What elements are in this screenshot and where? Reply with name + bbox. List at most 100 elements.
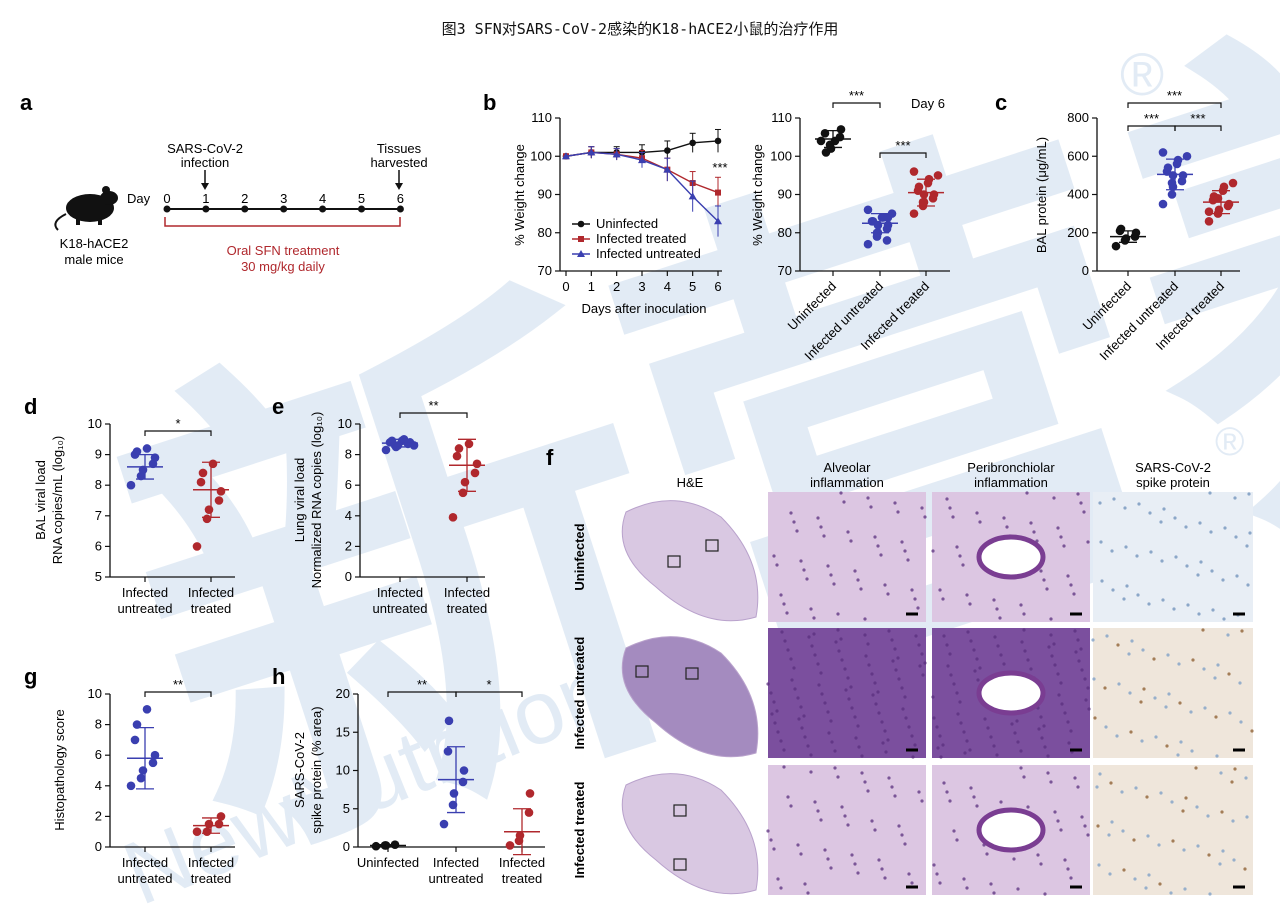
cell-nucleus — [782, 765, 786, 769]
cell-nucleus — [873, 681, 877, 685]
cell-nucleus — [1172, 607, 1176, 611]
cell-nucleus — [1137, 502, 1141, 506]
x-tick-label: 5 — [689, 279, 696, 294]
cell-nucleus — [893, 647, 897, 651]
cell-nucleus — [816, 809, 820, 813]
cell-nucleus — [775, 709, 779, 713]
significance-label: *** — [849, 88, 864, 103]
cell-nucleus — [1233, 496, 1237, 500]
cell-nucleus — [775, 563, 779, 567]
cell-nucleus — [1238, 681, 1242, 685]
data-point — [208, 459, 218, 469]
significance-bracket — [879, 152, 927, 158]
y-tick-label: 600 — [1067, 148, 1089, 163]
y-axis-title: % Weight change — [512, 144, 527, 246]
cell-nucleus — [978, 520, 982, 524]
cell-nucleus — [963, 751, 967, 755]
cell-nucleus — [779, 886, 783, 890]
cell-nucleus — [931, 549, 935, 553]
cell-nucleus — [1083, 824, 1087, 828]
y-tick-label: 70 — [778, 263, 792, 278]
data-point — [1173, 155, 1183, 165]
cell-nucleus — [1122, 597, 1126, 601]
significance-bracket — [1174, 125, 1222, 131]
panel-d-label: d — [24, 394, 37, 419]
data-point — [132, 447, 142, 456]
cell-nucleus — [1189, 710, 1193, 714]
significance-bracket — [399, 412, 468, 418]
data-point — [142, 444, 152, 453]
roi-box — [635, 665, 649, 678]
significance-label: * — [175, 416, 180, 431]
cell-nucleus — [1076, 785, 1080, 789]
data-point — [459, 766, 469, 775]
cell-nucleus — [1221, 849, 1225, 853]
cell-nucleus — [1104, 725, 1108, 729]
roi-box — [667, 555, 681, 568]
cell-nucleus — [857, 745, 861, 749]
data-point — [1182, 151, 1192, 161]
cell-nucleus — [1203, 706, 1207, 710]
cell-nucleus — [999, 653, 1003, 657]
cell-nucleus — [973, 669, 977, 673]
cell-nucleus — [1240, 629, 1244, 633]
data-point — [196, 477, 206, 487]
x-tick-label: treated — [447, 601, 487, 616]
cell-nucleus — [1170, 800, 1174, 804]
cell-nucleus — [1207, 853, 1211, 857]
cell-nucleus — [856, 724, 860, 728]
cell-nucleus — [876, 544, 880, 548]
cell-nucleus — [897, 677, 901, 681]
cell-nucleus — [893, 501, 897, 505]
cell-nucleus — [986, 726, 990, 730]
cell-nucleus — [923, 515, 927, 519]
cell-nucleus — [959, 721, 963, 725]
cell-nucleus — [829, 573, 833, 577]
data-point — [126, 480, 136, 490]
cell-nucleus — [900, 833, 904, 837]
cell-nucleus — [941, 597, 945, 601]
y-tick-label: 10 — [88, 416, 102, 431]
panel-h-label: h — [272, 664, 285, 689]
cell-nucleus — [910, 734, 914, 738]
cell-nucleus — [1057, 693, 1061, 697]
significance-label: *** — [895, 138, 910, 153]
cell-nucleus — [968, 748, 972, 752]
micrograph — [768, 628, 926, 758]
cell-nucleus — [1063, 858, 1067, 862]
cell-nucleus — [1115, 734, 1119, 738]
data-point — [919, 190, 929, 199]
cell-nucleus — [1125, 584, 1129, 588]
y-tick-label: 2 — [345, 538, 352, 553]
cell-nucleus — [1184, 796, 1188, 800]
x-tick-label: Infected — [499, 855, 545, 870]
cell-nucleus — [1182, 848, 1186, 852]
cell-nucleus — [1047, 645, 1051, 649]
y-tick-label: 9 — [95, 447, 102, 462]
cell-nucleus — [1208, 491, 1212, 495]
y-tick-label: 90 — [538, 187, 552, 202]
cell-nucleus — [1176, 753, 1180, 757]
y-tick-label: 200 — [1067, 225, 1089, 240]
watermark-mark-2: ® — [1215, 420, 1244, 464]
cell-nucleus — [856, 871, 860, 875]
data-point — [1167, 178, 1177, 188]
y-tick-label: 400 — [1067, 187, 1089, 202]
cell-nucleus — [931, 695, 935, 699]
cell-nucleus — [914, 634, 918, 638]
panel-b-label: b — [483, 90, 496, 115]
cell-nucleus — [1154, 735, 1158, 739]
cell-nucleus — [1171, 839, 1175, 843]
data-point — [1158, 148, 1168, 157]
cell-nucleus — [853, 862, 857, 866]
data-point — [524, 808, 534, 817]
panel-e-label: e — [272, 394, 284, 419]
data-point — [909, 167, 919, 176]
cell-nucleus — [1046, 754, 1050, 758]
x-tick-label: 4 — [664, 279, 671, 294]
x-tick-label: treated — [191, 871, 231, 886]
cell-nucleus — [836, 775, 840, 779]
cell-nucleus — [1069, 876, 1073, 880]
cell-nucleus — [1107, 833, 1111, 837]
cell-nucleus — [1022, 612, 1026, 616]
